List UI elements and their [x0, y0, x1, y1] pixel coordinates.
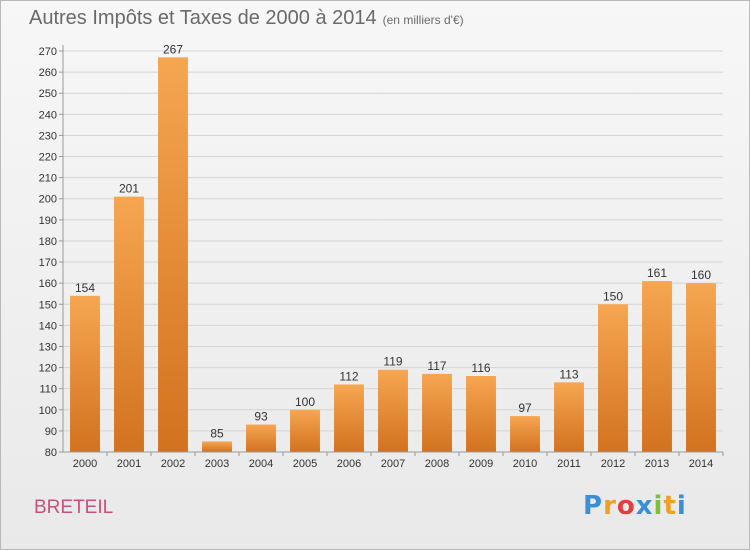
y-tick-label: 210	[39, 173, 57, 185]
y-tick-label: 90	[45, 426, 57, 438]
bar	[642, 281, 672, 452]
data-label: 161	[647, 266, 667, 280]
data-label: 85	[210, 426, 224, 440]
logo-letter: r	[603, 491, 617, 521]
y-tick-label: 250	[39, 88, 57, 100]
y-tick-label: 170	[39, 257, 57, 269]
data-label: 93	[254, 410, 268, 424]
y-tick-label: 80	[45, 447, 57, 459]
data-label: 154	[75, 281, 95, 295]
x-tick-label: 2011	[557, 458, 581, 470]
bar	[554, 382, 584, 452]
x-tick-label: 2008	[425, 458, 449, 470]
data-label: 97	[518, 401, 532, 415]
x-tick-label: 2007	[381, 458, 405, 470]
bars: 154 201 267 85 93 100 112 119 117 116 97 113 150 161 1…	[70, 42, 716, 453]
y-tick-label: 110	[39, 384, 57, 396]
bar	[598, 304, 628, 452]
bar	[70, 295, 100, 452]
data-label: 119	[383, 355, 402, 369]
y-tick-label: 160	[39, 278, 57, 290]
y-tick-label: 240	[39, 109, 57, 121]
axes: 8090100110120130140150160170180190200210…	[39, 45, 724, 470]
x-tick-label: 2009	[469, 458, 493, 470]
x-tick-label: 2006	[337, 458, 361, 470]
unit-label: (en milliers d'€)	[382, 13, 464, 27]
y-tick-label: 190	[39, 215, 57, 227]
y-tick-label: 270	[39, 46, 57, 58]
logo-letter: i	[653, 491, 664, 521]
bar	[378, 369, 408, 452]
x-tick-label: 2002	[161, 458, 185, 470]
logo-letter: i	[676, 491, 687, 521]
y-tick-label: 130	[39, 341, 57, 353]
x-tick-label: 2013	[645, 458, 669, 470]
y-tick-label: 140	[39, 320, 57, 332]
x-tick-label: 2000	[73, 458, 97, 470]
y-tick-label: 200	[39, 194, 57, 206]
logo-letter: x	[635, 491, 654, 521]
data-label: 201	[119, 182, 139, 196]
y-tick-label: 230	[39, 130, 57, 142]
data-label: 267	[163, 42, 183, 56]
data-label: 117	[427, 359, 446, 373]
commune-name: BRETEIL	[34, 497, 114, 518]
x-tick-label: 2012	[601, 458, 625, 470]
bar	[246, 424, 276, 452]
bar	[466, 376, 496, 452]
bar	[202, 441, 232, 452]
logo-letter: t	[663, 491, 677, 521]
bar	[290, 409, 320, 452]
y-tick-label: 120	[39, 363, 57, 375]
data-label: 160	[691, 268, 711, 282]
x-tick-label: 2004	[249, 458, 273, 470]
data-label: 112	[339, 369, 358, 383]
title-text: Autres Impôts et Taxes de 2000 à 2014	[29, 7, 377, 29]
bar	[686, 283, 716, 452]
y-tick-label: 220	[39, 152, 57, 164]
proxiti-logo: Proxiti	[583, 491, 687, 521]
logo-letter: o	[616, 491, 636, 521]
bar	[334, 384, 364, 452]
bar	[422, 373, 452, 452]
y-tick-label: 150	[39, 299, 57, 311]
y-tick-label: 180	[39, 236, 57, 248]
y-tick-label: 100	[39, 405, 57, 417]
x-tick-label: 2001	[117, 458, 141, 470]
bar	[114, 196, 144, 452]
data-label: 100	[295, 395, 315, 409]
y-tick-label: 260	[39, 67, 57, 79]
logo-letter: P	[583, 491, 604, 521]
bar	[510, 416, 540, 452]
x-tick-label: 2014	[689, 458, 713, 470]
bar	[158, 57, 188, 453]
x-tick-label: 2003	[205, 458, 229, 470]
chart-title: Autres Impôts et Taxes de 2000 à 2014 (en…	[29, 7, 464, 30]
x-tick-label: 2005	[293, 458, 317, 470]
data-label: 116	[471, 361, 490, 375]
data-label: 113	[559, 367, 578, 381]
x-tick-label: 2010	[513, 458, 537, 470]
data-label: 150	[603, 289, 623, 303]
